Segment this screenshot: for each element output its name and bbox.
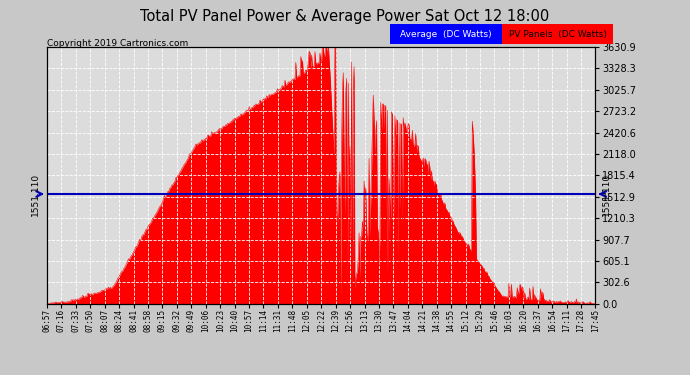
Text: PV Panels  (DC Watts): PV Panels (DC Watts): [509, 30, 607, 39]
Text: 1551.110: 1551.110: [602, 172, 611, 216]
Text: 1551.110: 1551.110: [31, 172, 40, 216]
Text: Copyright 2019 Cartronics.com: Copyright 2019 Cartronics.com: [47, 39, 188, 48]
Text: Average  (DC Watts): Average (DC Watts): [400, 30, 491, 39]
Text: Total PV Panel Power & Average Power Sat Oct 12 18:00: Total PV Panel Power & Average Power Sat…: [140, 9, 550, 24]
